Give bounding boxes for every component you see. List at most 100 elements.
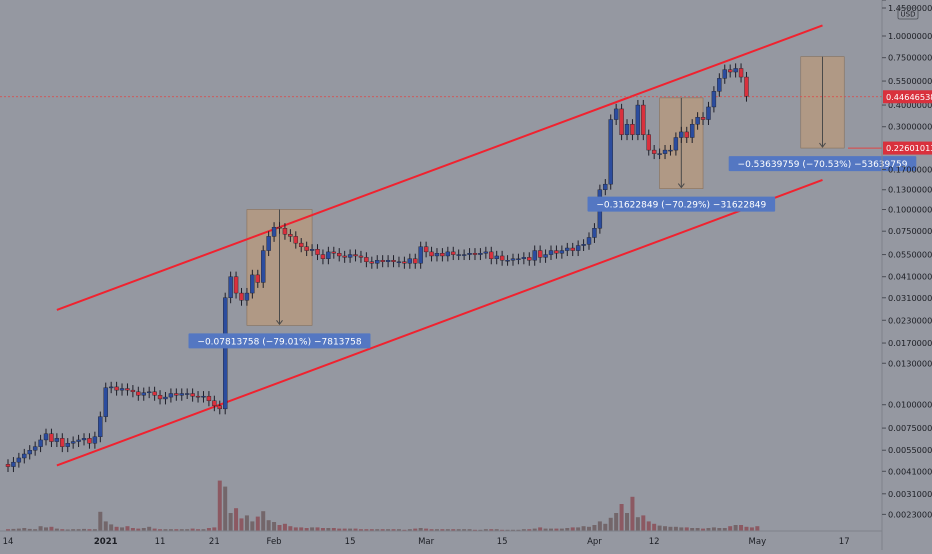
bull-candle [635, 104, 641, 135]
bear-candle [60, 438, 65, 447]
bull-candle [521, 257, 527, 259]
volume-bar [440, 529, 445, 531]
time-tick-label: 12 [649, 537, 660, 547]
volume-bar [516, 529, 521, 531]
volume-bar [320, 528, 325, 531]
volume-bar [315, 527, 320, 531]
bear-candle [499, 255, 505, 261]
bull-candle [722, 69, 727, 79]
bull-candle [565, 247, 570, 251]
bull-candle [467, 253, 472, 255]
bull-candle [103, 387, 108, 417]
volume-bar [152, 528, 157, 531]
bull-candle [38, 439, 43, 447]
bear-candle [451, 251, 456, 255]
bear-candle [5, 464, 11, 467]
volume-bar [483, 529, 488, 531]
channel-lines [0, 24, 882, 467]
volume-bar [434, 529, 439, 531]
bull-candle [375, 260, 380, 264]
volume-bar [168, 529, 173, 531]
bear-candle [130, 389, 136, 393]
bull-candle [201, 395, 206, 398]
volume-bar [310, 527, 315, 531]
time-tick-label: Feb [267, 537, 282, 547]
volume-bar [158, 529, 163, 531]
volume-bar [451, 529, 456, 531]
bear-candle [217, 405, 222, 410]
bull-candle [505, 260, 510, 262]
measure-arrow-head [819, 142, 826, 148]
volume-bar [54, 528, 59, 531]
bear-candle [537, 250, 543, 258]
volume-bar [353, 528, 358, 531]
volume-bar [413, 528, 418, 531]
volume-bar [755, 526, 760, 531]
bear-candle [358, 255, 364, 258]
volume-bar [668, 526, 673, 531]
volume-bar [538, 527, 543, 531]
bull-candle [711, 91, 717, 108]
volume-bar [92, 529, 97, 531]
volume-bar [543, 528, 548, 531]
volume-bar [739, 525, 744, 531]
price-tick-label: 0.00230000 [888, 509, 932, 519]
time-tick-label: 17 [839, 537, 850, 547]
volume-bar [706, 528, 711, 531]
volume-bar [196, 529, 201, 531]
volume-bar [407, 529, 412, 531]
bull-candle [516, 258, 521, 260]
time-tick-label: Apr [587, 537, 602, 547]
volume-bar [554, 528, 559, 531]
volume-bar [174, 529, 179, 531]
bull-candle [244, 292, 250, 301]
bear-candle [700, 117, 706, 120]
bear-candle [489, 251, 494, 259]
volume-bar [22, 528, 27, 531]
volume-bar [646, 521, 651, 531]
measure-label: −0.07813758 (−79.01%) −7813758 [197, 337, 361, 347]
volume-bar [185, 529, 190, 531]
bull-candle [119, 388, 125, 391]
volume-bar [391, 529, 396, 531]
bull-candle [706, 106, 711, 120]
volume-bar [147, 526, 152, 531]
volume-bar [396, 529, 401, 531]
bear-candle [277, 227, 282, 229]
volume-bar [625, 513, 630, 531]
volume-bar [304, 528, 309, 531]
bull-candle [592, 228, 597, 238]
bear-candle [174, 393, 179, 396]
bull-candle [141, 392, 146, 396]
volume-bar [500, 529, 505, 531]
volume-bar [684, 527, 689, 531]
volume-bar [369, 529, 374, 531]
volume-bar [44, 527, 49, 531]
bull-candle [510, 258, 516, 261]
bear-candle [206, 395, 212, 402]
bull-candle [222, 297, 228, 410]
volume-bar [635, 517, 640, 531]
target-price-label: 0.22601013 [886, 143, 932, 153]
bull-candle [478, 253, 483, 255]
candles [5, 63, 749, 473]
channel-line [56, 179, 823, 467]
bear-candle [195, 395, 201, 398]
volume-bar [576, 527, 581, 531]
volume-bar [603, 523, 608, 531]
bull-candle [657, 153, 662, 155]
volume-bar [71, 529, 76, 531]
volume-bar [223, 486, 228, 531]
volume-bar [201, 529, 206, 531]
volume-bar [82, 528, 87, 531]
bull-candle [532, 250, 537, 261]
volume-bar [49, 526, 54, 531]
bear-candle [320, 254, 326, 259]
bull-candle [494, 255, 499, 259]
volume-bar [652, 523, 657, 531]
bull-candle [434, 253, 440, 257]
bull-candle [184, 393, 190, 395]
bull-candle [695, 117, 700, 125]
